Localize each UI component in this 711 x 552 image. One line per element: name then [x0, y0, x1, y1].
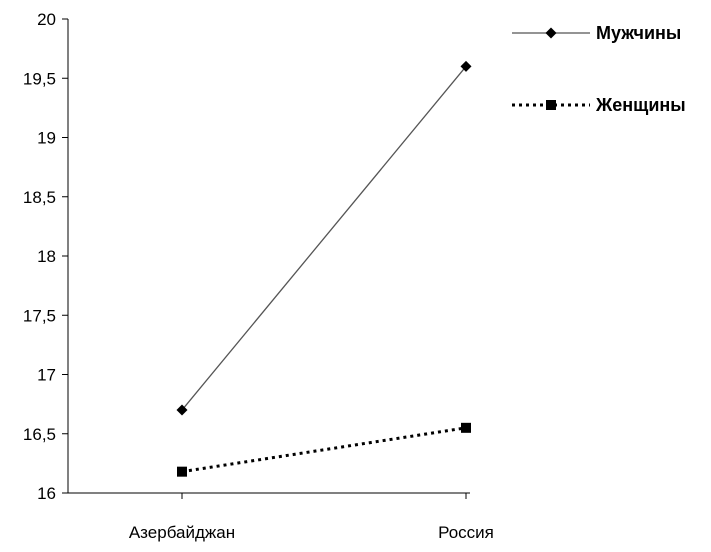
x-tick-label: Россия — [438, 523, 494, 542]
y-tick-label: 19 — [37, 129, 56, 148]
diamond-marker-icon — [545, 27, 557, 39]
y-tick-label: 16,5 — [23, 425, 56, 444]
data-point — [177, 466, 187, 477]
series-women — [177, 422, 471, 477]
data-point — [176, 404, 188, 416]
legend-item: Женщины — [512, 95, 686, 115]
axes: 16 16,5 17 17,5 18 18,5 19 19,5 20 Азербайджан Рос… — [23, 10, 494, 542]
legend: Мужчины Женщины — [512, 23, 686, 115]
y-tick-label: 17,5 — [23, 306, 56, 325]
y-tick-label: 16 — [37, 484, 56, 503]
legend-label: Мужчины — [596, 23, 681, 43]
data-point — [461, 422, 471, 433]
y-tick-label: 17 — [37, 366, 56, 385]
series-line — [181, 65, 467, 411]
series-men — [176, 60, 472, 416]
square-marker-icon — [546, 100, 556, 110]
x-tick-label: Азербайджан — [129, 523, 235, 542]
data-point — [460, 60, 472, 72]
y-tick-label: 18 — [37, 247, 56, 266]
legend-label: Женщины — [595, 95, 686, 115]
y-tick-label: 20 — [37, 10, 56, 29]
series-line — [181, 426, 467, 474]
legend-item: Мужчины — [512, 23, 681, 43]
y-tick-label: 18,5 — [23, 188, 56, 207]
y-tick-label: 19,5 — [23, 69, 56, 88]
series-layer — [176, 60, 472, 477]
